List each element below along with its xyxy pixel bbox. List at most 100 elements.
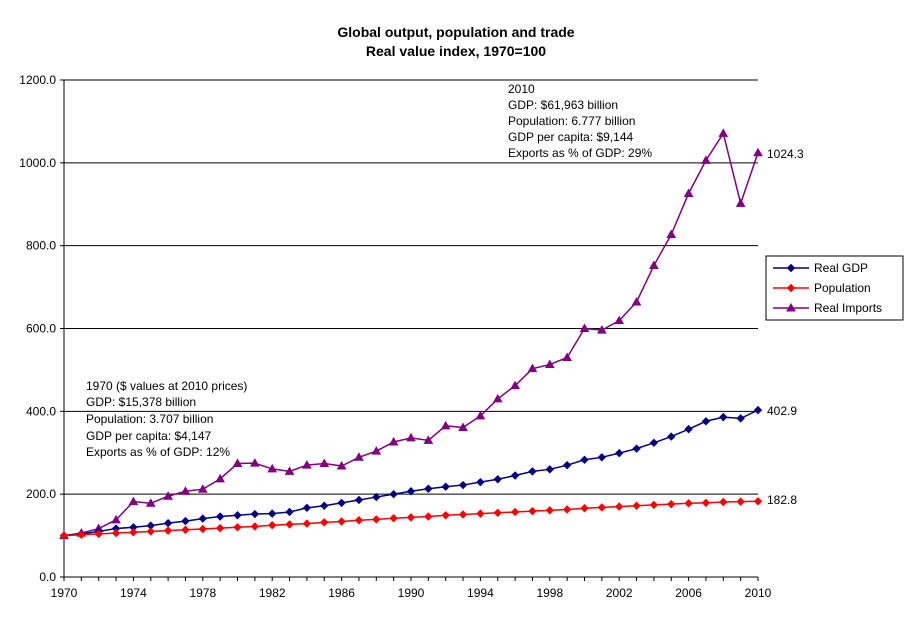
- chart-title-line-1: Global output, population and trade: [337, 24, 574, 40]
- data-point-population: [94, 529, 103, 539]
- y-tick-label: 1000.0: [19, 156, 56, 170]
- legend: Real GDP Population Real Imports: [765, 255, 904, 321]
- end-label-real-imports: 1024.3: [767, 147, 804, 161]
- data-point-real-gdp: [372, 492, 381, 502]
- data-point-population: [111, 528, 121, 538]
- legend-item-real-imports: Real Imports: [773, 301, 882, 315]
- x-tick-label: 1986: [328, 586, 355, 600]
- legend-label-real-gdp: Real GDP: [814, 261, 868, 275]
- x-tick-label: 2010: [745, 586, 772, 600]
- y-tick-label: 400.0: [26, 404, 56, 418]
- data-point-real-gdp: [753, 405, 763, 415]
- data-point-real-gdp: [389, 489, 398, 499]
- data-point-real-imports: [232, 458, 243, 468]
- data-point-real-imports: [596, 325, 607, 334]
- data-point-real-gdp: [719, 412, 728, 422]
- annotation-1970-line-2: GDP: $15,378 billion: [86, 395, 196, 409]
- data-point-population: [372, 515, 381, 524]
- data-point-real-imports: [562, 352, 573, 361]
- data-point-population: [701, 498, 711, 508]
- data-point-real-imports: [631, 296, 642, 306]
- data-point-real-gdp: [476, 477, 485, 487]
- data-point-population: [250, 522, 260, 531]
- data-point-real-imports: [302, 460, 312, 469]
- x-axis-tick-labels: 1970 1974 1978 1982 1986 1990 1994 1998 2002 2006…: [51, 586, 772, 600]
- data-point-population: [77, 530, 86, 539]
- data-point-real-gdp: [580, 455, 589, 464]
- data-point-real-gdp: [597, 453, 607, 462]
- data-point-real-gdp: [562, 460, 572, 470]
- data-point-real-imports: [440, 420, 451, 430]
- x-tick-label: 1978: [189, 586, 216, 600]
- data-point-real-imports: [735, 198, 746, 207]
- end-label-population: 182.8: [767, 493, 797, 507]
- series: [59, 128, 763, 540]
- data-point-real-gdp: [632, 444, 641, 453]
- data-point-real-gdp: [441, 482, 450, 491]
- data-point-population: [476, 509, 485, 518]
- series-real-imports: [59, 128, 763, 540]
- data-point-population: [649, 500, 659, 510]
- legend-marker-real-gdp: [786, 263, 796, 273]
- data-point-population: [181, 525, 190, 534]
- x-tick-label: 1990: [398, 586, 425, 600]
- data-point-real-imports: [249, 458, 260, 467]
- chart-title: Global output, population and trade Real…: [337, 24, 574, 59]
- data-point-real-gdp: [510, 471, 520, 480]
- data-point-population: [285, 520, 294, 529]
- data-point-real-imports: [683, 188, 694, 197]
- data-point-real-gdp: [233, 511, 242, 520]
- data-point-real-imports: [475, 410, 486, 420]
- data-point-population: [233, 523, 242, 532]
- data-point-population: [614, 502, 624, 511]
- data-point-population: [580, 504, 589, 513]
- legend-item-population: Population: [773, 281, 871, 295]
- data-point-real-imports: [458, 422, 468, 431]
- data-point-population: [632, 501, 641, 510]
- data-point-population: [354, 516, 364, 525]
- data-point-real-imports: [753, 147, 763, 157]
- data-point-population: [510, 507, 520, 517]
- data-point-population: [597, 503, 607, 512]
- legend-items: Real GDP Population Real Imports: [773, 261, 882, 315]
- data-point-real-gdp: [424, 484, 433, 493]
- data-point-real-gdp: [406, 487, 416, 496]
- data-point-real-gdp: [198, 514, 208, 523]
- data-point-real-imports: [319, 458, 330, 468]
- data-point-population: [458, 510, 468, 519]
- data-point-real-imports: [267, 463, 278, 473]
- data-point-real-imports: [354, 452, 364, 461]
- data-point-population: [493, 508, 502, 518]
- data-point-real-imports: [666, 229, 677, 238]
- data-point-population: [146, 527, 155, 536]
- data-point-real-gdp: [545, 465, 555, 474]
- data-point-population: [337, 517, 346, 526]
- data-point-real-imports: [649, 260, 659, 270]
- annotation-2010-line-1: 2010: [508, 82, 535, 96]
- data-point-real-imports: [145, 498, 156, 507]
- y-tick-label: 600.0: [26, 322, 56, 336]
- data-point-real-imports: [111, 514, 121, 524]
- data-point-population: [320, 518, 329, 527]
- annotation-1970: 1970 ($ values at 2010 prices) GDP: $15,…: [86, 379, 247, 459]
- data-point-real-gdp: [614, 448, 624, 458]
- legend-marker-real-imports: [786, 302, 796, 312]
- x-tick-label: 1974: [120, 586, 147, 600]
- data-point-population: [389, 513, 398, 523]
- data-point-real-imports: [197, 484, 208, 493]
- x-tick-label: 1970: [51, 586, 78, 600]
- data-point-real-gdp: [736, 414, 745, 423]
- data-point-population: [215, 523, 225, 533]
- data-point-real-imports: [527, 363, 538, 373]
- end-label-real-gdp: 402.9: [767, 404, 797, 418]
- data-point-real-gdp: [493, 475, 502, 484]
- data-point-real-gdp: [701, 417, 711, 426]
- annotation-2010-line-4: GDP per capita: $9,144: [508, 130, 634, 144]
- data-point-population: [667, 499, 676, 509]
- data-point-real-imports: [510, 380, 520, 390]
- data-point-population: [163, 526, 173, 535]
- data-point-real-gdp: [320, 501, 329, 510]
- data-point-real-imports: [128, 496, 139, 506]
- data-point-population: [59, 531, 69, 540]
- data-point-real-gdp: [267, 509, 277, 518]
